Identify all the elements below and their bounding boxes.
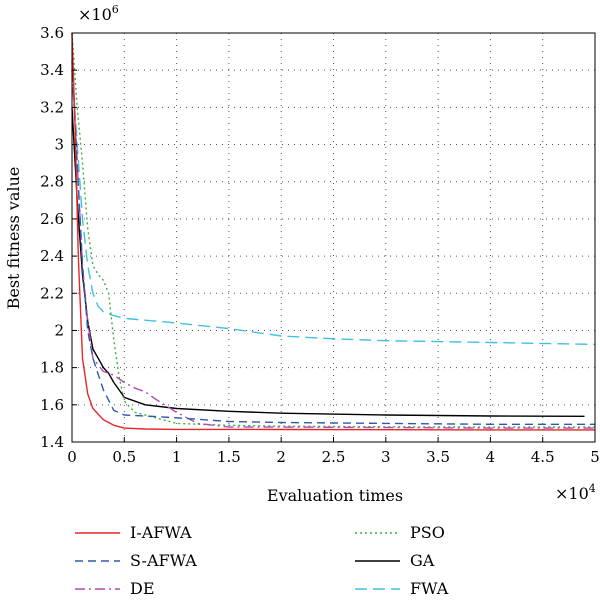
series-lines xyxy=(71,32,596,431)
series-line-i-afwa xyxy=(71,32,595,431)
x-tick-label: 3.5 xyxy=(426,448,450,466)
legend-label-pso: PSO xyxy=(410,523,445,542)
x-tick-label: 1 xyxy=(172,448,182,466)
x-tick-label: 1.5 xyxy=(217,448,241,466)
y-tick-label: 3.6 xyxy=(40,24,64,42)
y-tick-label: 2 xyxy=(54,321,64,339)
x-tick-label: 0.5 xyxy=(112,448,136,466)
legend: I-AFWA S-AFWA DE PSO GA FWA xyxy=(75,523,449,598)
x-multiplier: ×104 xyxy=(555,482,596,503)
series-line-pso xyxy=(71,32,595,428)
legend-label-fwa: FWA xyxy=(410,579,449,598)
legend-label-i-afwa: I-AFWA xyxy=(130,523,192,542)
y-tick-label: 1.6 xyxy=(40,396,64,414)
x-tick-label: 4.5 xyxy=(531,448,555,466)
legend-label-s-afwa: S-AFWA xyxy=(130,551,197,570)
y-multiplier-exp: 6 xyxy=(112,3,119,16)
y-multiplier: ×106 xyxy=(78,3,119,24)
y-axis-label: Best fitness value xyxy=(4,167,23,310)
y-tick-label: 2.8 xyxy=(40,173,64,191)
x-axis-label: Evaluation times xyxy=(267,486,403,505)
y-multiplier-base: ×10 xyxy=(78,5,112,24)
x-tick-label: 5 xyxy=(590,448,600,466)
x-axis-ticks: 0 0.5 1 1.5 2 2.5 3 3.5 4 4.5 5 xyxy=(67,437,600,466)
y-tick-label: 3.2 xyxy=(40,98,64,116)
y-tick-label: 2.2 xyxy=(40,284,64,302)
x-tick-label: 3 xyxy=(381,448,391,466)
y-tick-label: 2.6 xyxy=(40,210,64,228)
legend-label-ga: GA xyxy=(410,551,435,570)
grid-lines xyxy=(72,33,595,442)
series-line-fwa xyxy=(71,70,596,346)
x-tick-label: 0 xyxy=(67,448,77,466)
y-tick-label: 2.4 xyxy=(40,247,64,265)
y-tick-label: 1.8 xyxy=(40,359,64,377)
y-tick-label: 3.4 xyxy=(40,61,64,79)
series-line-ga xyxy=(71,107,585,417)
legend-label-de: DE xyxy=(130,579,155,598)
y-tick-label: 1.4 xyxy=(40,433,64,451)
x-multiplier-exp: 4 xyxy=(589,482,596,495)
x-tick-label: 4 xyxy=(486,448,496,466)
x-multiplier-base: ×10 xyxy=(555,484,589,503)
y-axis-ticks: 1.4 1.6 1.8 2 2.2 2.4 2.6 2.8 3 3.2 3.4 3.6 xyxy=(40,24,77,451)
x-tick-label: 2 xyxy=(276,448,286,466)
series-line-s-afwa xyxy=(71,60,595,425)
x-tick-label: 2.5 xyxy=(322,448,346,466)
y-tick-label: 3 xyxy=(54,136,64,154)
